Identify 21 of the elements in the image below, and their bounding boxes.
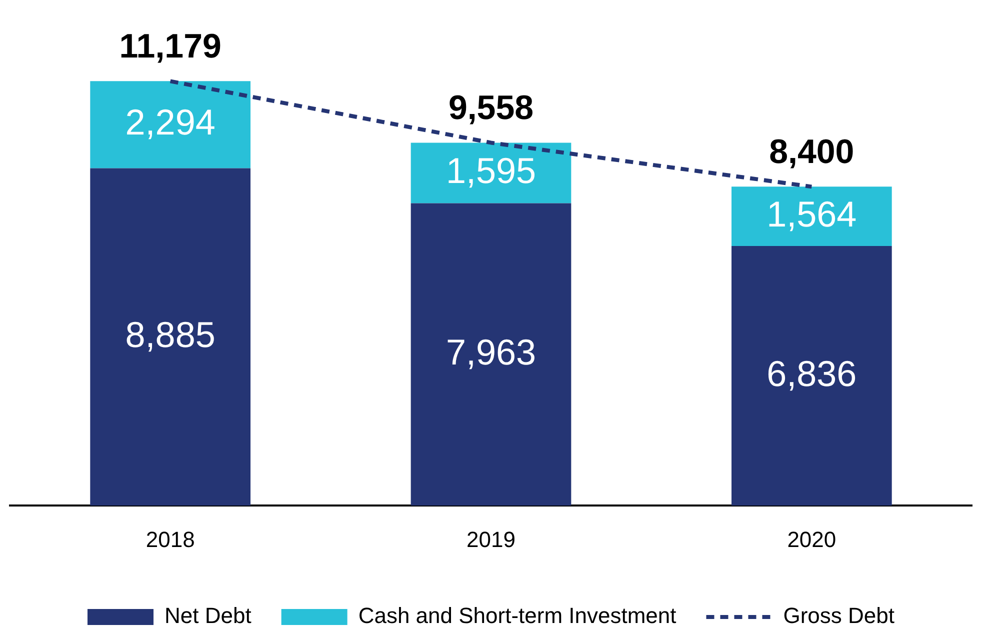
data-label: 1,595	[446, 150, 536, 191]
bar	[732, 186, 892, 246]
bar	[410, 142, 572, 204]
data-label: 9,558	[448, 89, 534, 128]
bar	[732, 246, 892, 506]
x-tick-label: 2018	[146, 526, 195, 552]
data-label: 11,179	[119, 28, 222, 66]
data-label: 1,564	[766, 193, 857, 234]
data-label: 7,963	[446, 331, 536, 372]
x-tick-label: 2020	[787, 526, 836, 552]
data-label: 6,836	[766, 352, 857, 394]
x-tick-label: 2019	[466, 526, 516, 552]
data-label: 8,885	[125, 314, 216, 355]
data-label: 8,400	[769, 133, 854, 172]
bar	[90, 168, 250, 506]
legend-label: Gross Debt	[783, 603, 895, 628]
bar	[90, 81, 250, 168]
legend-label: Cash and Short-term Investment	[358, 603, 676, 628]
bar	[410, 203, 572, 506]
legend-label: Net Debt	[164, 603, 252, 628]
data-label: 2,294	[125, 102, 216, 143]
